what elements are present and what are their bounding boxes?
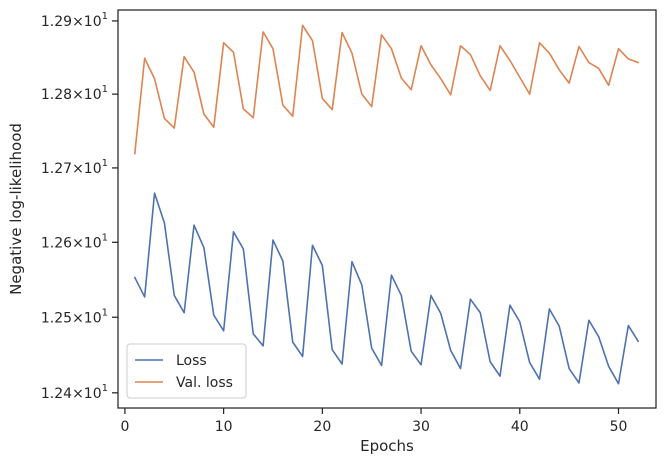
y-tick-label: 1.27×101 [41,158,108,177]
y-tick-mantissa: 1.28 [41,87,72,103]
x-axis: 0 10 20 30 40 50 [120,408,627,435]
x-tick-label: 40 [511,419,529,435]
series-line-loss [133,192,640,385]
y-tick-label: 1.25×101 [41,307,108,326]
plot-background [118,10,656,408]
series-layer [133,24,640,385]
y-tick-mantissa: 1.29 [41,14,72,30]
y-tick-mantissa: 1.24 [41,386,72,402]
series-line-val-loss [133,24,640,155]
y-tick-times: × [72,235,84,251]
y-tick-times: × [72,310,84,326]
y-tick-power-base: 10 [84,235,102,251]
y-tick-times: × [72,161,84,177]
y-tick-label: 1.24×101 [41,383,108,402]
legend-box [126,343,247,399]
y-tick-power-base: 10 [84,87,102,103]
y-axis-title: Negative log-likelihood [7,123,25,295]
y-tick-exponent: 1 [102,11,108,22]
plot-frame [117,9,657,409]
x-tick-label: 10 [215,419,233,435]
y-tick-exponent: 1 [102,307,108,318]
x-tick-label: 20 [313,419,331,435]
y-tick-mantissa: 1.26 [41,235,72,251]
y-tick-power-base: 10 [84,386,102,402]
y-tick-times: × [72,14,84,30]
y-tick-power-base: 10 [84,14,102,30]
x-tick-label: 0 [120,419,129,435]
y-tick-times: × [72,386,84,402]
y-tick-mantissa: 1.25 [41,310,72,326]
x-tick-label: 30 [412,419,430,435]
x-tick-label: 50 [610,419,628,435]
y-tick-times: × [72,87,84,103]
y-tick-exponent: 1 [102,383,108,394]
legend-label: Loss [176,353,207,369]
legend-label: Val. loss [176,375,233,391]
y-tick-label: 1.26×101 [41,232,108,251]
y-axis: 1.24×1011.25×1011.26×1011.27×1011.28×101… [41,11,118,402]
y-tick-label: 1.28×101 [41,84,108,103]
y-tick-power-base: 10 [84,161,102,177]
y-tick-mantissa: 1.27 [41,161,72,177]
y-tick-exponent: 1 [102,158,108,169]
x-axis-title: Epochs [360,437,414,455]
legend: Loss Val. loss [126,343,247,399]
y-tick-exponent: 1 [102,232,108,243]
y-tick-power-base: 10 [84,310,102,326]
y-tick-exponent: 1 [102,84,108,95]
y-tick-label: 1.29×101 [41,11,108,30]
